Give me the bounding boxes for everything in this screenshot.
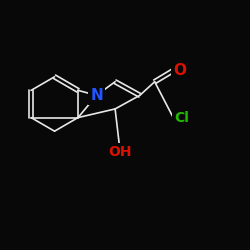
Text: OH: OH [108, 145, 132, 159]
Text: O: O [173, 63, 186, 78]
Text: N: N [90, 88, 103, 103]
Text: Cl: Cl [174, 110, 189, 124]
